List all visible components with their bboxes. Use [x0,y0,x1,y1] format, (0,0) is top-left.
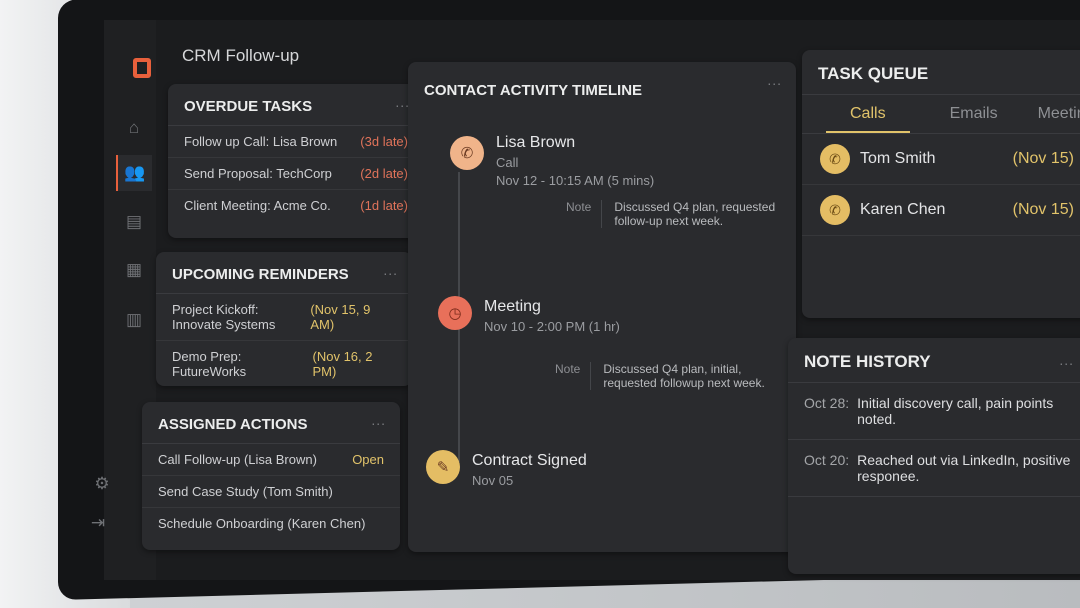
sidebar-item-home[interactable]: ⌂ [116,110,152,146]
sidebar-item-reports[interactable]: ▥ [116,302,152,338]
list-item[interactable]: Call Follow-up (Lisa Brown) Open [142,444,400,476]
event-title: Lisa Brown [496,134,576,151]
note-text: Initial discovery call, pain points note… [857,395,1054,427]
note-date: Oct 20: [804,452,850,468]
event-time: Nov 12 - 10:15 AM (5 mins) [496,173,655,188]
sidebar-item-contacts[interactable]: 👥 [116,155,152,191]
card-title: CONTACT ACTIVITY TIMELINE [424,82,643,99]
logout-icon: ⇥ [90,513,106,532]
tab-emails[interactable]: Emails [949,105,998,122]
upcoming-reminders-card: UPCOMING REMINDERS ... Project Kickoff: … [156,252,412,386]
contact-name: Tom Smith [860,150,936,167]
card-title: NOTE HISTORY [788,338,1080,383]
gear-icon: ⚙ [94,474,110,493]
more-icon[interactable]: ... [395,94,410,110]
reminder-time: (Nov 16, 2 PM) [312,349,373,379]
schedule-icon: ▦ [125,260,143,279]
overdue-tasks-card: OVERDUE TASKS ... Follow up Call: Lisa B… [168,84,424,238]
event-title: Contract Signed [472,452,587,469]
card-title: ASSIGNED ACTIONS [142,402,400,444]
late-badge: (1d late) [360,198,408,213]
timeline-event[interactable]: Meeting Nov 10 - 2:00 PM (1 hr) [484,298,620,334]
note-label: Note [566,200,603,228]
list-item[interactable]: Schedule Onboarding (Karen Chen) [142,508,400,539]
more-icon[interactable]: ... [767,72,782,88]
note-label: Note [555,362,592,390]
note-item: Oct 28: Initial discovery call, pain poin… [788,383,1080,440]
phone-icon: ✆ [820,144,850,174]
list-item[interactable]: Demo Prep: FutureWorks (Nov 16, 2 PM) [156,341,412,387]
assigned-actions-card: ASSIGNED ACTIONS ... Call Follow-up (Lis… [142,402,400,550]
contacts-icon: 👥 [124,163,146,182]
clock-icon: ◷ [438,296,472,330]
more-icon[interactable]: ... [383,262,398,278]
card-title: OVERDUE TASKS [168,84,424,126]
status-badge: Open [352,452,384,467]
phone-icon: ✆ [450,136,484,170]
card-title: UPCOMING REMINDERS [156,252,412,294]
queue-tabs: Calls Emails Meetings [802,95,1080,134]
note-date: Oct 28: [804,395,850,411]
more-icon[interactable]: ... [371,412,386,428]
list-item[interactable]: Follow up Call: Lisa Brown (3d late) [168,126,424,158]
home-icon: ⌂ [128,118,140,137]
due-date: (Nov 15) [1012,201,1074,218]
timeline-event[interactable]: Lisa Brown Call Nov 12 - 10:15 AM (5 mins) [496,134,654,188]
note-text: Reached out via LinkedIn, positive respo… [857,452,1071,484]
event-time: Nov 05 [472,473,514,488]
task-label: Client Meeting: Acme Co. [184,198,331,213]
late-badge: (3d late) [360,134,408,149]
reminder-label: Demo Prep: FutureWorks [172,349,247,379]
sidebar-item-logout[interactable]: ⇥ [80,505,116,541]
action-label: Call Follow-up (Lisa Brown) [158,452,317,467]
calendar-icon: ▤ [125,212,143,231]
event-type: Call [496,155,519,170]
tab-calls[interactable]: Calls [826,105,910,133]
reports-icon: ▥ [125,310,143,329]
timeline-event[interactable]: Contract Signed Nov 05 [472,452,587,488]
tab-meetings[interactable]: Meetings [1037,105,1080,122]
document-sign-icon: ✎ [426,450,460,484]
event-time: Nov 10 - 2:00 PM (1 hr) [484,319,620,334]
app-logo [133,58,151,78]
sidebar-item-calendar[interactable]: ▤ [116,204,152,240]
contact-activity-timeline-card: CONTACT ACTIVITY TIMELINE ... [408,62,796,552]
due-date: (Nov 15) [1012,150,1074,167]
event-title: Meeting [484,298,541,315]
queue-item[interactable]: ✆ Karen Chen (Nov 15) [802,185,1080,236]
note-text: Discussed Q4 plan, requested follow-up n… [614,200,776,228]
list-item[interactable]: Send Proposal: TechCorp (2d late) [168,158,424,190]
action-label: Schedule Onboarding (Karen Chen) [158,516,366,531]
event-note: Note Discussed Q4 plan, requested follow-… [566,200,784,228]
task-label: Send Proposal: TechCorp [184,166,332,181]
reminder-time: (Nov 15, 9 AM) [310,302,371,332]
queue-item[interactable]: ✆ Tom Smith (Nov 15) [802,134,1080,185]
card-title: TASK QUEUE [802,50,1080,95]
app-title: CRM Follow-up [182,46,300,65]
more-icon[interactable]: ... [1059,352,1074,368]
list-item[interactable]: Send Case Study (Tom Smith) [142,476,400,508]
note-text: Discussed Q4 plan, initial, requested fo… [603,362,765,390]
phone-icon: ✆ [820,195,850,225]
event-note: Note Discussed Q4 plan, initial, requeste… [555,362,773,390]
note-history-card: NOTE HISTORY ... Oct 28: Initial discover… [788,338,1080,574]
contact-name: Karen Chen [860,201,946,218]
sidebar-item-schedule[interactable]: ▦ [116,252,152,288]
task-queue-card: TASK QUEUE Calls Emails Meetings ✆ Tom Sm… [802,50,1080,318]
list-item[interactable]: Client Meeting: Acme Co. (1d late) [168,190,424,221]
sidebar-item-settings[interactable]: ⚙ [84,466,120,502]
note-item: Oct 20: Reached out via LinkedIn, positiv… [788,440,1080,497]
reminder-label: Project Kickoff: Innovate Systems [172,302,276,332]
task-label: Follow up Call: Lisa Brown [184,134,338,149]
list-item[interactable]: Project Kickoff: Innovate Systems (Nov 15… [156,294,412,341]
late-badge: (2d late) [360,166,408,181]
action-label: Send Case Study (Tom Smith) [158,484,333,499]
